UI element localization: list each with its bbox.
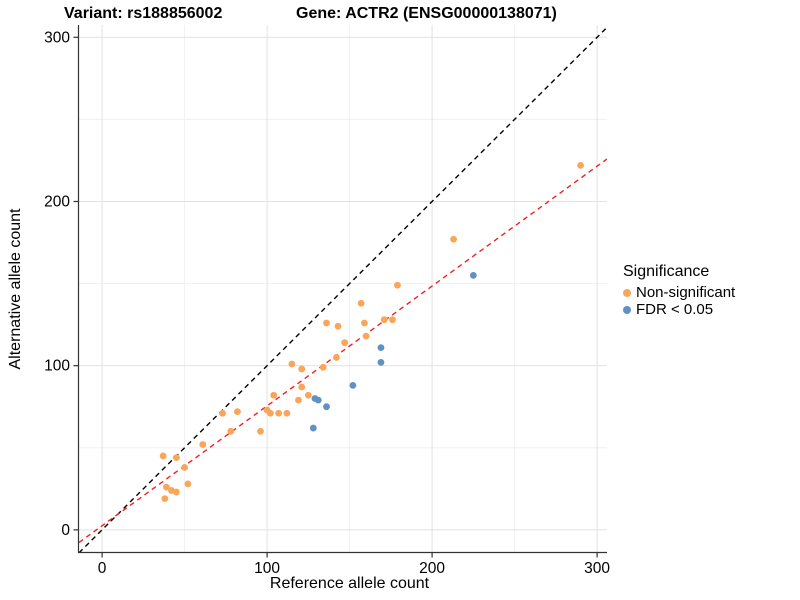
data-point [161,495,169,503]
data-point [227,427,235,435]
data-point [380,316,388,324]
data-point [349,381,357,389]
data-point [172,454,180,461]
data-point [159,452,167,460]
data-point [163,483,170,491]
data-point [450,235,457,243]
legend-item-nonsignificant: Non-significant [623,284,735,301]
data-point [184,480,192,488]
data-point [298,383,306,391]
x-tick-label: 100 [254,560,280,577]
data-point [323,319,330,327]
data-point [295,396,302,404]
y-tick-label: 300 [44,29,70,46]
data-point [577,161,584,169]
identity-line [79,26,607,552]
x-tick-label: 0 [98,560,107,577]
y-tick-label: 100 [44,358,70,375]
data-point [314,396,322,404]
x-tick-label: 200 [419,560,445,577]
data-point [234,408,241,416]
data-point [304,391,312,399]
data-point [323,403,330,411]
legend-title: Significance [623,263,710,280]
data-point [362,332,370,340]
data-point [319,363,327,371]
variant-title: Variant: rs188856002 [64,5,223,22]
fit-line [79,158,607,544]
legend-item-fdr: FDR < 0.05 [623,301,735,318]
x-axis-label: Reference allele count [269,575,430,592]
data-point [219,409,226,417]
data-point [172,488,180,496]
nonsignificant-dot-icon [623,288,631,297]
data-point [377,358,385,366]
legend-item-label: Non-significant [636,284,736,301]
data-point [361,319,368,327]
data-point [377,344,385,352]
legend: Significance Non-significant FDR < 0.05 [623,263,735,318]
gene-title: Gene: ACTR2 (ENSG00000138071) [296,5,557,22]
data-point [283,409,291,417]
y-axis-label: Alternative allele count [7,208,24,370]
data-point [181,464,189,471]
data-point [357,299,365,307]
fdr-dot-icon [623,305,631,314]
data-point [257,427,264,435]
y-tick-label: 0 [61,522,70,539]
data-point [309,424,317,432]
data-point [333,354,340,361]
data-point [288,360,296,368]
legend-item-label: FDR < 0.05 [636,301,714,318]
x-tick-label: 300 [584,560,610,577]
data-point [469,271,477,279]
data-point [334,322,342,330]
y-tick-label: 200 [44,193,70,210]
data-point [394,281,401,289]
data-point [275,409,283,417]
data-point [341,339,349,347]
data-point [270,391,278,399]
data-point [199,441,207,448]
data-point [389,316,396,324]
data-point [267,409,274,417]
data-point [298,365,306,373]
